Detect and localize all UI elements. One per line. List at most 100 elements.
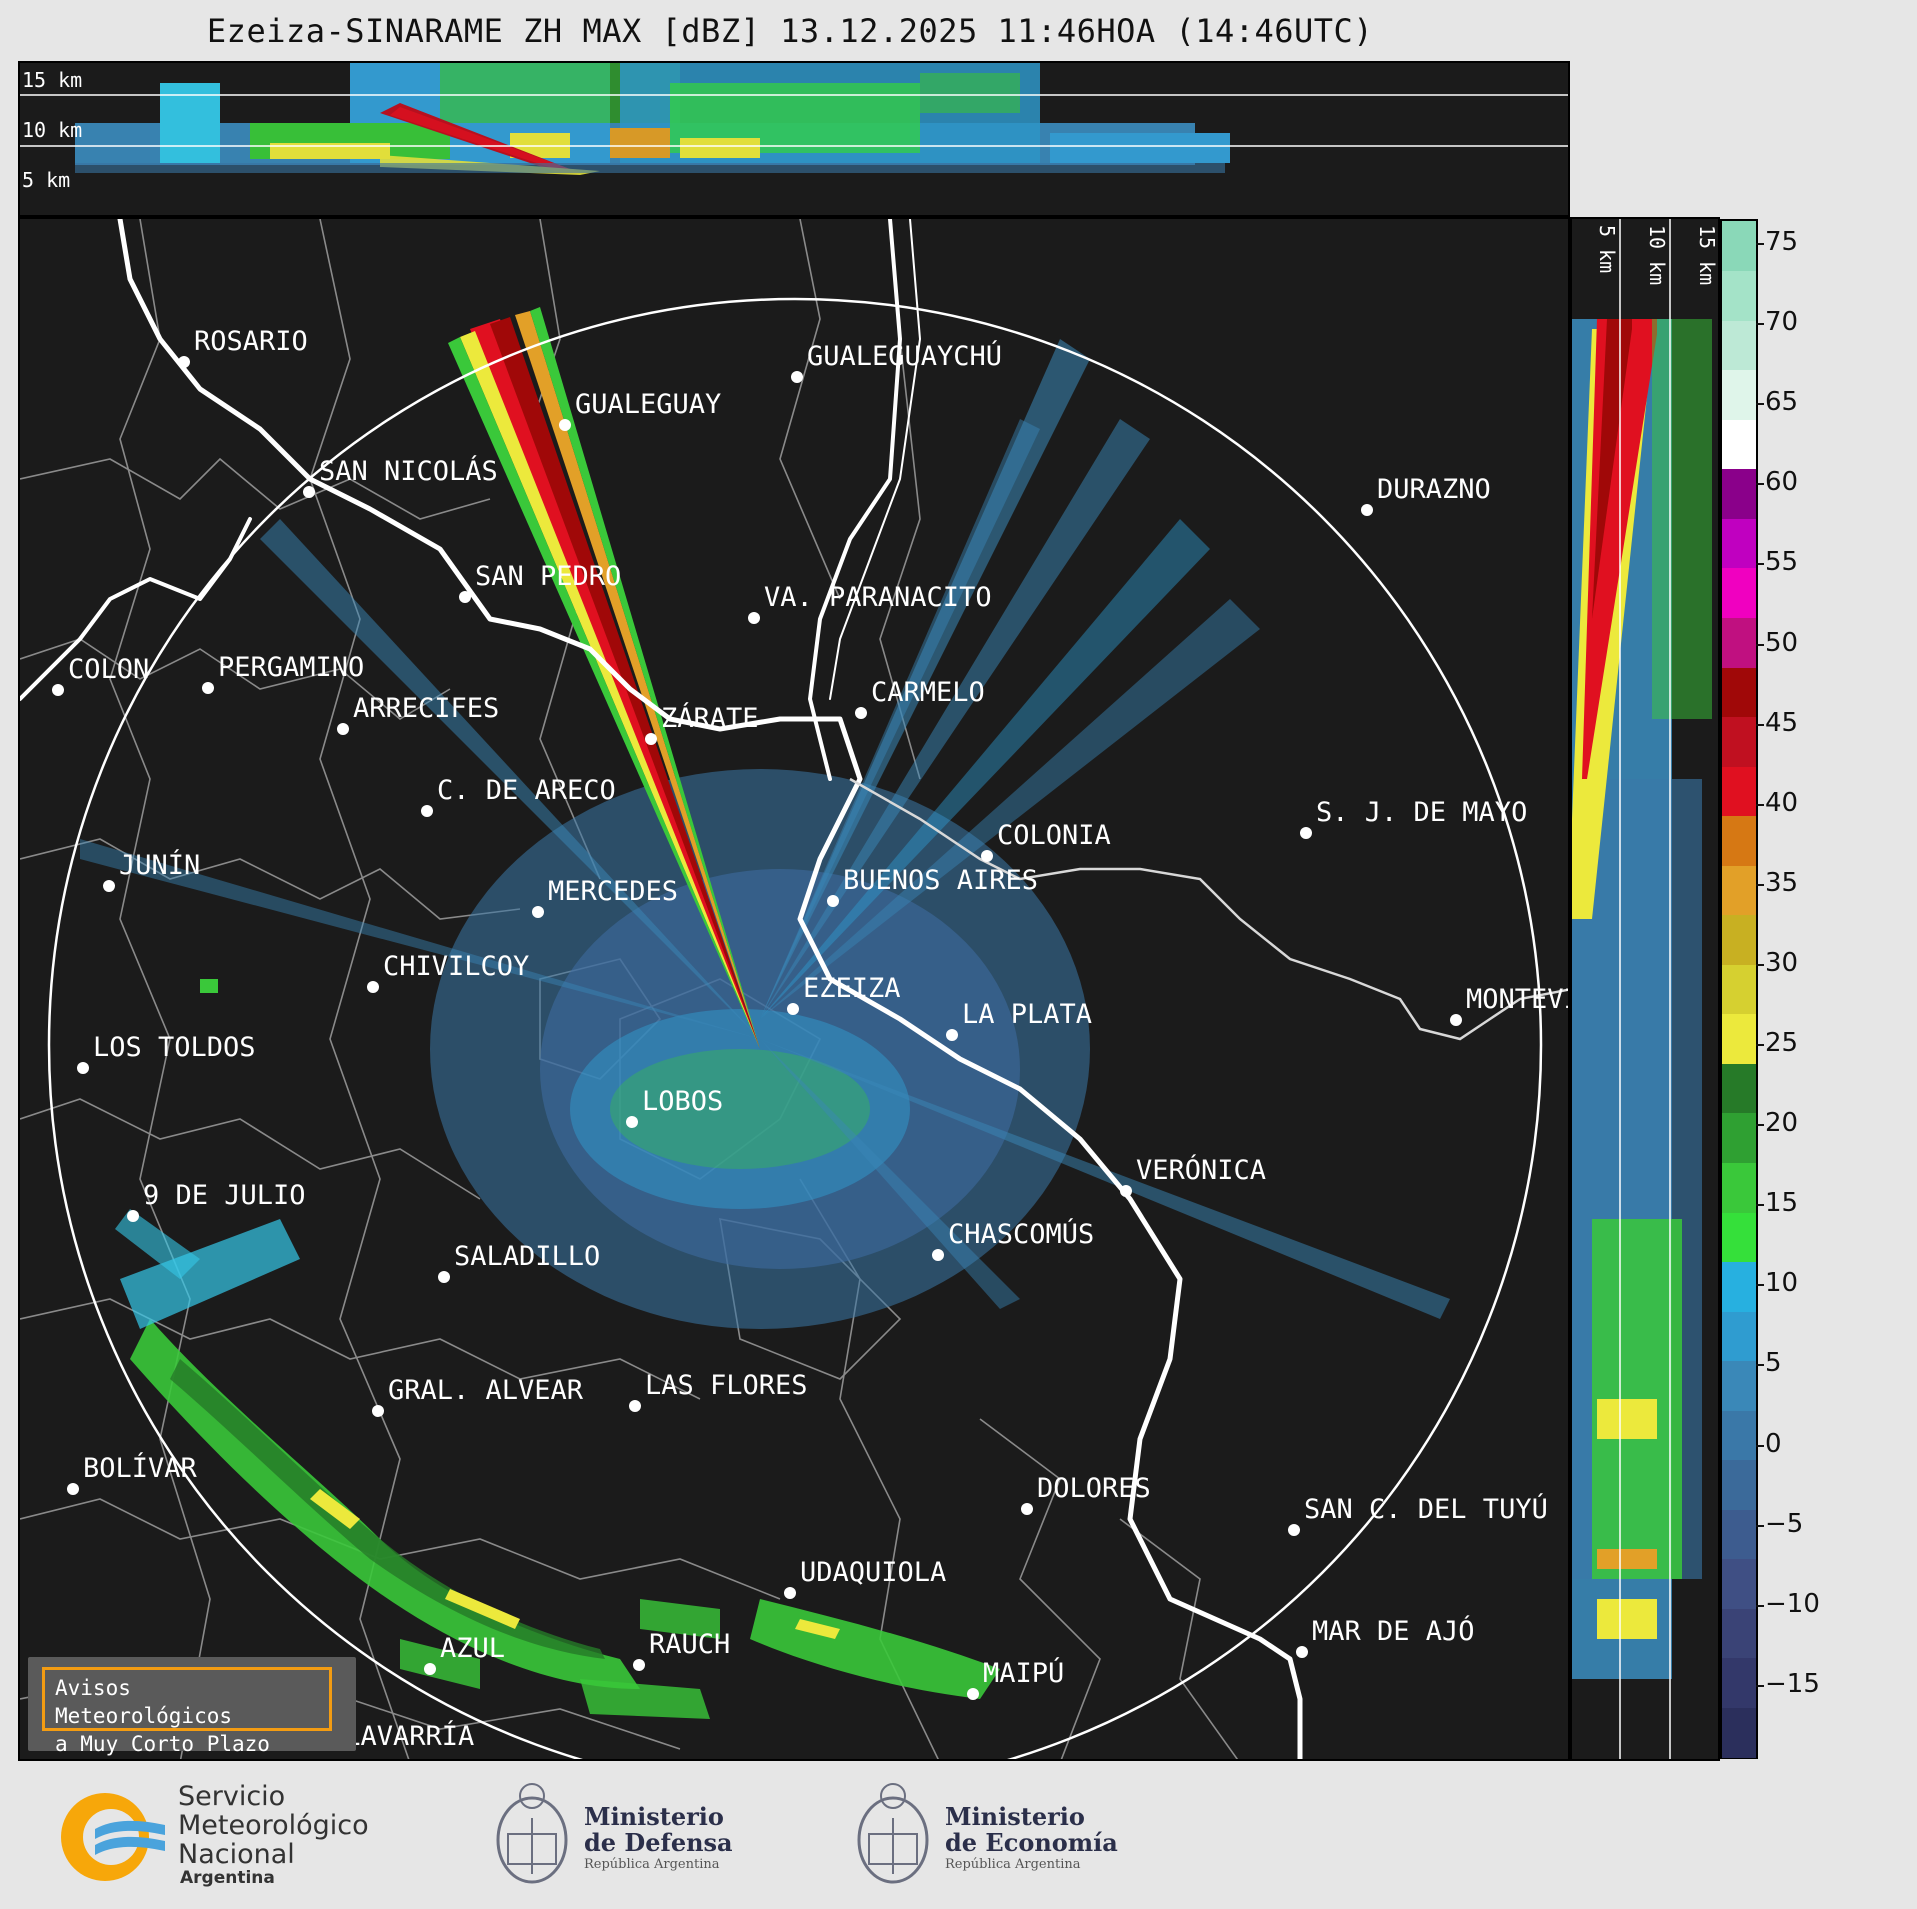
colorbar: [1720, 219, 1758, 1759]
colorbar-band: [1722, 1211, 1756, 1263]
economia-line-2: de Economía: [945, 1828, 1118, 1857]
city-marker: [202, 682, 214, 694]
smn-line-4: Argentina: [180, 1868, 275, 1888]
colorbar-tick-mark: [1756, 883, 1764, 886]
side-height-5km: 5 km: [1595, 225, 1619, 273]
colorbar-band: [1722, 1063, 1756, 1114]
city-marker: [67, 1483, 79, 1495]
city-marker: [1021, 1503, 1033, 1515]
colorbar-tick-label: 65: [1765, 387, 1799, 418]
city-label: EZEIZA: [803, 973, 901, 1004]
colorbar-tick-label: −10: [1765, 1588, 1820, 1619]
city-label: SAN C. DEL TUYÚ: [1304, 1493, 1548, 1525]
colorbar-band: [1722, 1261, 1756, 1312]
colorbar-tick-label: 0: [1765, 1428, 1782, 1459]
colorbar-tick-mark: [1756, 563, 1764, 566]
city-label: DOLORES: [1037, 1473, 1151, 1504]
colorbar-tick-mark: [1756, 1444, 1764, 1447]
footer-logos: Servicio Meteorológico Nacional Argentin…: [0, 1762, 1917, 1909]
city-label: GUALEGUAYCHÚ: [807, 340, 1002, 372]
alert-line-1: Avisos Meteorológicos: [55, 1676, 233, 1728]
city-label: CHASCOMÚS: [948, 1218, 1094, 1250]
colorbar-tick-mark: [1756, 323, 1764, 326]
city-label: UDAQUIOLA: [800, 1557, 946, 1588]
city-marker: [424, 1663, 436, 1675]
side-cross-section: 5 km 10 km 15 km: [1570, 217, 1720, 1761]
radar-echoes: [80, 307, 1450, 1719]
colorbar-tick-mark: [1756, 1524, 1764, 1527]
city-label: ARRECIFES: [353, 693, 499, 724]
height-label-10km: 10 km: [22, 118, 82, 142]
city-marker: [459, 591, 471, 603]
city-marker: [1120, 1185, 1132, 1197]
colorbar-tick-mark: [1756, 1044, 1764, 1046]
colorbar-tick-label: 25: [1765, 1028, 1799, 1058]
colorbar-tick-label: −15: [1765, 1668, 1820, 1699]
range-ring: [47, 297, 1543, 1759]
city-label: MERCEDES: [548, 876, 678, 907]
city-marker: [367, 981, 379, 993]
colorbar-tick-mark: [1756, 1284, 1764, 1287]
city-marker: [827, 895, 839, 907]
city-label: CARMELO: [871, 677, 985, 708]
city-marker: [559, 419, 571, 431]
colorbar-band: [1722, 1162, 1756, 1213]
city-marker: [303, 486, 315, 498]
city-marker: [1296, 1646, 1308, 1658]
colorbar-band: [1722, 1112, 1756, 1163]
city-marker: [77, 1062, 89, 1074]
colorbar-tick-label: −5: [1765, 1508, 1804, 1539]
city-label: SALADILLO: [454, 1241, 600, 1272]
colorbar-tick-label: 20: [1765, 1108, 1799, 1139]
smn-line-2: Meteorológico: [178, 1810, 369, 1841]
city-marker: [932, 1249, 944, 1261]
city-marker: [967, 1688, 979, 1700]
economia-line-1: Ministerio: [945, 1802, 1085, 1831]
colorbar-band: [1722, 666, 1756, 718]
city-label: ROSARIO: [194, 326, 308, 357]
height-label-15km: 15 km: [22, 68, 82, 92]
city-marker: [1288, 1524, 1300, 1536]
colorbar-tick-label: 30: [1765, 947, 1799, 978]
colorbar-tick-mark: [1756, 1684, 1764, 1687]
colorbar-tick-label: 35: [1765, 867, 1799, 898]
city-marker: [633, 1659, 645, 1671]
city-label: MONTEVIDEO: [1466, 984, 1570, 1015]
colorbar-band: [1722, 1657, 1756, 1709]
city-marker: [748, 612, 760, 624]
colorbar-tick-label: 40: [1765, 787, 1799, 818]
city-marker: [421, 805, 433, 817]
colorbar-tick-mark: [1756, 803, 1764, 806]
defensa-line-2: de Defensa: [584, 1828, 733, 1857]
colorbar-band: [1722, 1707, 1756, 1758]
alert-badge[interactable]: Avisos Meteorológicos a Muy Corto Plazo: [28, 1657, 356, 1756]
colorbar-tick-label: 45: [1765, 707, 1799, 738]
city-marker: [626, 1116, 638, 1128]
top-cross-section-image: 15 km 10 km 5 km: [20, 63, 1568, 215]
colorbar-band: [1722, 1360, 1756, 1411]
city-marker: [438, 1271, 450, 1283]
colorbar-tick-mark: [1756, 643, 1764, 646]
city-marker: [52, 684, 64, 696]
colorbar-band: [1722, 766, 1756, 817]
city-label: LAS FLORES: [645, 1370, 808, 1401]
colorbar-band: [1722, 1410, 1756, 1461]
city-marker: [1450, 1014, 1462, 1026]
colorbar-tick-mark: [1756, 963, 1764, 966]
city-label: AZUL: [440, 1633, 505, 1664]
city-marker: [1361, 504, 1373, 516]
city-label: LA PLATA: [962, 999, 1092, 1030]
colorbar-band: [1722, 1311, 1756, 1362]
colorbar-band: [1722, 320, 1756, 371]
colorbar-tick-mark: [1756, 723, 1764, 726]
city-marker: [855, 707, 867, 719]
city-label: MAR DE AJÓ: [1312, 1615, 1475, 1647]
height-label-5km: 5 km: [22, 168, 70, 192]
city-marker: [372, 1405, 384, 1417]
city-label: SAN PEDRO: [475, 561, 621, 592]
city-marker: [1300, 827, 1312, 839]
colorbar-tick-label: 55: [1765, 547, 1799, 578]
colorbar-band: [1722, 270, 1756, 321]
side-height-10km: 10 km: [1645, 225, 1669, 285]
city-label: LOS TOLDOS: [93, 1032, 256, 1063]
